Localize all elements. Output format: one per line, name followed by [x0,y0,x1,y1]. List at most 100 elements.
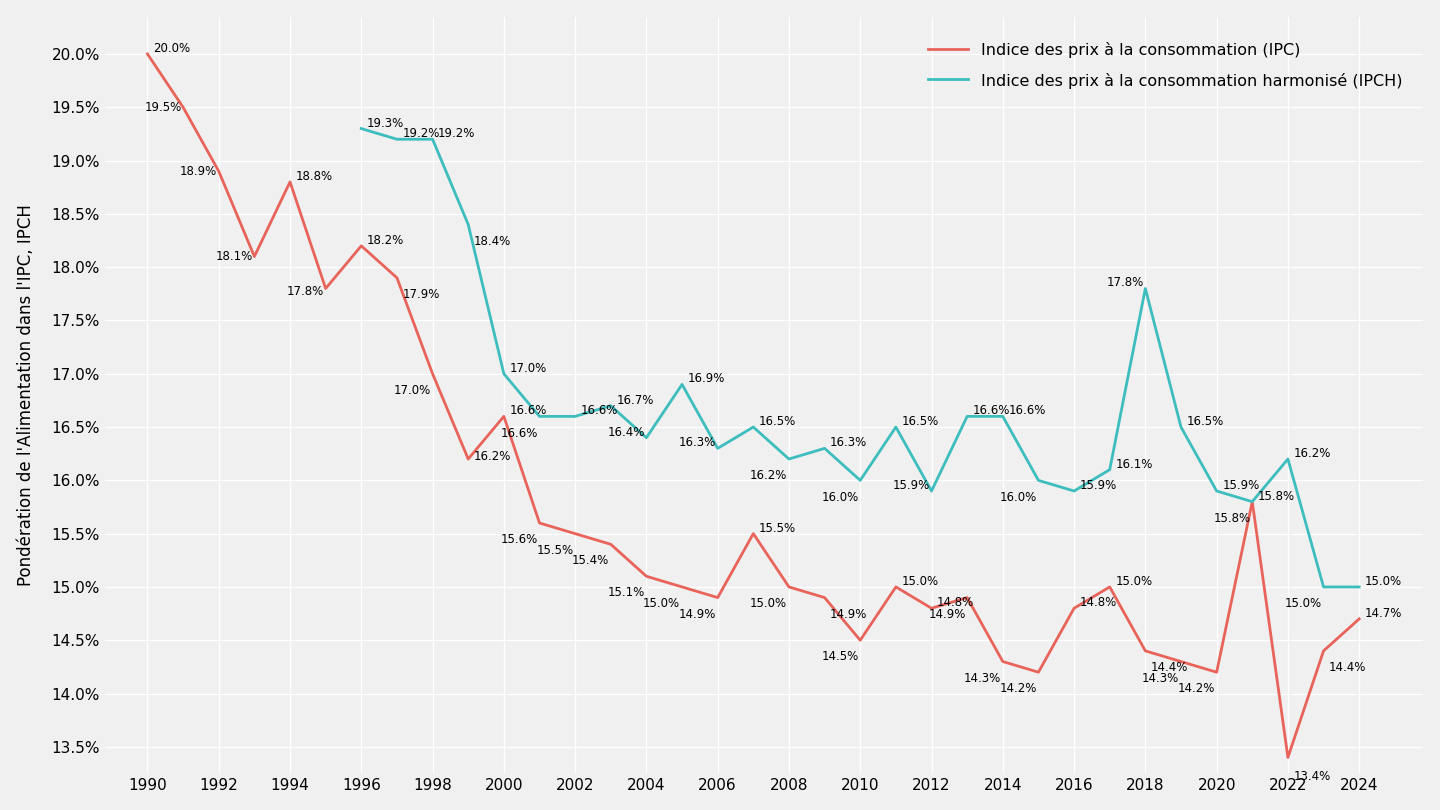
Indice des prix à la consommation harmonisé (IPCH) [1136,284,1153,293]
Indice des prix à la consommation (IPC) [780,582,798,592]
Indice des prix à la consommation harmonisé (IPCH) [389,134,406,144]
Text: 15.0%: 15.0% [750,597,788,610]
Text: 15.4%: 15.4% [572,555,609,568]
Text: 14.8%: 14.8% [1080,596,1117,609]
Text: 16.2%: 16.2% [474,450,511,463]
Text: 19.5%: 19.5% [144,100,181,113]
Text: 15.1%: 15.1% [608,586,645,599]
Indice des prix à la consommation (IPC) [1208,667,1225,677]
Indice des prix à la consommation harmonisé (IPCH) [566,411,583,421]
Text: 16.5%: 16.5% [901,415,939,428]
Indice des prix à la consommation harmonisé (IPCH) [638,433,655,442]
Text: 15.9%: 15.9% [1080,479,1117,492]
Indice des prix à la consommation harmonisé (IPCH) [1066,486,1083,496]
Text: 16.2%: 16.2% [750,469,788,482]
Indice des prix à la consommation (IPC) [602,539,619,549]
Indice des prix à la consommation (IPC) [566,529,583,539]
Indice des prix à la consommation (IPC) [1136,646,1153,656]
Text: 16.5%: 16.5% [759,415,796,428]
Text: 17.8%: 17.8% [1106,276,1143,289]
Indice des prix à la consommation (IPC) [423,369,441,378]
Indice des prix à la consommation (IPC) [1066,603,1083,613]
Indice des prix à la consommation harmonisé (IPCH) [459,220,477,229]
Indice des prix à la consommation harmonisé (IPCH) [708,444,726,454]
Indice des prix à la consommation harmonisé (IPCH) [1102,465,1119,475]
Text: 14.3%: 14.3% [1142,671,1179,684]
Indice des prix à la consommation (IPC) [923,603,940,613]
Text: 15.6%: 15.6% [501,533,539,546]
Text: 14.5%: 14.5% [821,650,858,663]
Text: 16.2%: 16.2% [1293,447,1331,460]
Indice des prix à la consommation (IPC) [174,102,192,112]
Text: 15.5%: 15.5% [759,522,796,535]
Text: 16.0%: 16.0% [821,491,858,504]
Indice des prix à la consommation (IPC) [246,252,264,262]
Text: 19.2%: 19.2% [438,127,475,140]
Indice des prix à la consommation (IPC) [816,593,834,603]
Indice des prix à la consommation harmonisé (IPCH) [602,401,619,411]
Indice des prix à la consommation (IPC) [389,273,406,283]
Indice des prix à la consommation (IPC) [1351,614,1368,624]
Indice des prix à la consommation harmonisé (IPCH) [1172,422,1189,432]
Text: 14.4%: 14.4% [1329,661,1367,674]
Indice des prix à la consommation harmonisé (IPCH) [923,486,940,496]
Text: 17.0%: 17.0% [510,362,547,375]
Text: 17.8%: 17.8% [287,285,324,298]
Text: 15.0%: 15.0% [1115,575,1152,588]
Text: 15.0%: 15.0% [1284,597,1322,610]
Indice des prix à la consommation harmonisé (IPCH) [1315,582,1332,592]
Indice des prix à la consommation (IPC) [638,571,655,581]
Indice des prix à la consommation (IPC) [1244,497,1261,506]
Text: 16.6%: 16.6% [580,404,618,417]
Text: 15.0%: 15.0% [1365,575,1403,588]
Text: 17.9%: 17.9% [403,288,439,301]
Indice des prix à la consommation (IPC) [1172,657,1189,667]
Text: 15.8%: 15.8% [1257,489,1295,503]
Text: 13.4%: 13.4% [1293,770,1331,783]
Indice des prix à la consommation harmonisé (IPCH) [1030,475,1047,485]
Text: 20.0%: 20.0% [153,42,190,55]
Text: 16.4%: 16.4% [608,425,645,439]
Text: 16.9%: 16.9% [687,373,724,386]
Line: Indice des prix à la consommation (IPC): Indice des prix à la consommation (IPC) [147,54,1359,757]
Indice des prix à la consommation (IPC) [851,635,868,645]
Indice des prix à la consommation harmonisé (IPCH) [887,422,904,432]
Text: 16.6%: 16.6% [1008,404,1045,417]
Indice des prix à la consommation harmonisé (IPCH) [744,422,762,432]
Indice des prix à la consommation harmonisé (IPCH) [851,475,868,485]
Text: 15.9%: 15.9% [893,479,930,492]
Text: 15.0%: 15.0% [644,597,680,610]
Indice des prix à la consommation (IPC) [281,177,298,187]
Indice des prix à la consommation harmonisé (IPCH) [674,380,691,390]
Y-axis label: Pondération de l'Alimentation dans l'IPC, IPCH: Pondération de l'Alimentation dans l'IPC… [17,204,35,586]
Indice des prix à la consommation (IPC) [138,49,156,59]
Text: 14.7%: 14.7% [1365,607,1403,620]
Text: 19.3%: 19.3% [367,117,405,130]
Indice des prix à la consommation (IPC) [531,518,549,528]
Indice des prix à la consommation (IPC) [887,582,904,592]
Indice des prix à la consommation harmonisé (IPCH) [495,369,513,378]
Indice des prix à la consommation (IPC) [317,284,334,293]
Text: 19.2%: 19.2% [403,127,439,140]
Indice des prix à la consommation (IPC) [1279,752,1296,762]
Indice des prix à la consommation harmonisé (IPCH) [1351,582,1368,592]
Text: 14.2%: 14.2% [1178,682,1215,695]
Text: 14.3%: 14.3% [963,671,1001,684]
Indice des prix à la consommation harmonisé (IPCH) [1279,454,1296,464]
Indice des prix à la consommation (IPC) [353,241,370,251]
Indice des prix à la consommation harmonisé (IPCH) [531,411,549,421]
Text: 14.9%: 14.9% [929,608,966,620]
Text: 18.1%: 18.1% [216,250,253,263]
Indice des prix à la consommation harmonisé (IPCH) [959,411,976,421]
Text: 15.5%: 15.5% [536,544,573,556]
Text: 16.7%: 16.7% [616,394,654,407]
Text: 16.3%: 16.3% [678,437,716,450]
Text: 14.9%: 14.9% [678,608,716,620]
Indice des prix à la consommation (IPC) [1102,582,1119,592]
Indice des prix à la consommation (IPC) [994,657,1011,667]
Indice des prix à la consommation harmonisé (IPCH) [353,124,370,134]
Line: Indice des prix à la consommation harmonisé (IPCH): Indice des prix à la consommation harmon… [361,129,1359,587]
Text: 16.6%: 16.6% [972,404,1009,417]
Indice des prix à la consommation (IPC) [1030,667,1047,677]
Indice des prix à la consommation (IPC) [708,593,726,603]
